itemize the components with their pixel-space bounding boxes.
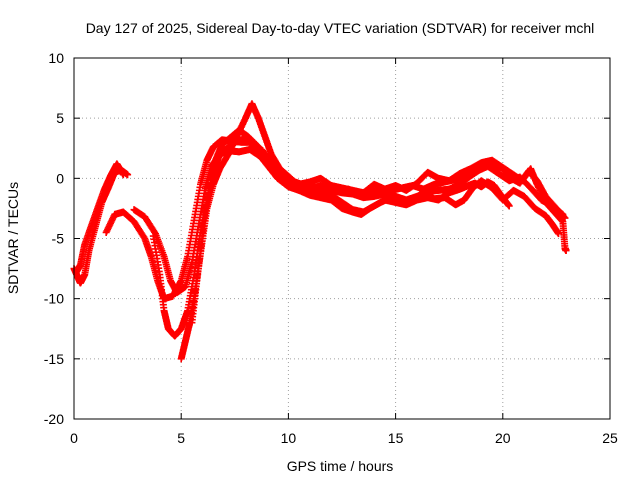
x-tick-label: 0: [70, 430, 78, 446]
y-tick-label: 5: [56, 110, 64, 126]
x-axis-label: GPS time / hours: [287, 458, 394, 474]
data-point: [559, 210, 567, 218]
data-series: [70, 100, 570, 363]
data-point: [119, 171, 127, 179]
data-point: [555, 230, 563, 238]
y-tick-labels: -20 -15 -10 -5 0 5 10: [44, 50, 64, 427]
axis-ticks: [73, 57, 611, 420]
data-point: [562, 247, 570, 255]
y-tick-label: -5: [52, 231, 65, 247]
x-tick-labels: 0 5 10 15 20 25: [70, 430, 618, 446]
x-tick-label: 25: [602, 430, 618, 446]
y-tick-label: -10: [44, 291, 64, 307]
series-track-e: [149, 135, 563, 340]
data-point: [505, 202, 513, 210]
series-track-d: [130, 145, 513, 297]
series-track-g: [188, 126, 567, 327]
x-tick-label: 10: [281, 430, 297, 446]
y-tick-label: -20: [44, 411, 64, 427]
x-tick-label: 5: [177, 430, 185, 446]
chart-title: Day 127 of 2025, Sidereal Day-to-day VTE…: [86, 20, 595, 36]
grid-lines: [74, 58, 610, 419]
y-tick-label: -15: [44, 351, 64, 367]
x-tick-label: 20: [495, 430, 511, 446]
series-track-f: [177, 100, 570, 363]
y-tick-label: 0: [56, 170, 64, 186]
y-tick-label: 10: [48, 50, 64, 66]
x-tick-label: 15: [388, 430, 404, 446]
y-axis-label: SDTVAR / TECUs: [5, 182, 21, 294]
